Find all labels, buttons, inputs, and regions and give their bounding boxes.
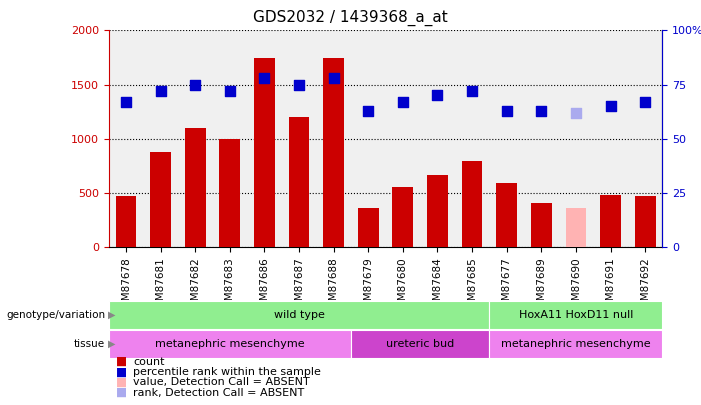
Bar xyxy=(393,187,414,247)
Point xyxy=(397,99,409,105)
Text: count: count xyxy=(133,357,165,367)
Bar xyxy=(219,139,240,247)
Text: genotype/variation: genotype/variation xyxy=(6,310,105,320)
Bar xyxy=(185,128,205,247)
Bar xyxy=(496,183,517,247)
Text: ▶: ▶ xyxy=(108,310,116,320)
Text: GDS2032 / 1439368_a_at: GDS2032 / 1439368_a_at xyxy=(253,10,448,26)
Point xyxy=(605,103,616,110)
Point xyxy=(328,75,339,81)
Point xyxy=(639,99,651,105)
Text: ureteric bud: ureteric bud xyxy=(386,339,454,349)
Bar xyxy=(531,203,552,247)
Text: ■: ■ xyxy=(116,366,127,379)
Point xyxy=(466,88,477,94)
Bar xyxy=(254,58,275,247)
Bar xyxy=(289,117,309,247)
Bar xyxy=(109,330,351,358)
Point xyxy=(189,81,200,88)
Point xyxy=(121,99,132,105)
Text: ▶: ▶ xyxy=(108,339,116,349)
Point xyxy=(294,81,305,88)
Text: percentile rank within the sample: percentile rank within the sample xyxy=(133,367,321,377)
Point xyxy=(362,107,374,114)
Text: metanephric mesenchyme: metanephric mesenchyme xyxy=(155,339,305,349)
Point xyxy=(536,107,547,114)
Text: wild type: wild type xyxy=(273,310,325,320)
Text: tissue: tissue xyxy=(74,339,105,349)
Bar xyxy=(109,301,489,329)
Text: value, Detection Call = ABSENT: value, Detection Call = ABSENT xyxy=(133,377,310,387)
Bar xyxy=(427,175,448,247)
Bar xyxy=(358,209,379,247)
Bar xyxy=(116,196,137,247)
Text: HoxA11 HoxD11 null: HoxA11 HoxD11 null xyxy=(519,310,633,320)
Point xyxy=(571,110,582,116)
Bar xyxy=(489,301,662,329)
Bar xyxy=(462,161,482,247)
Bar xyxy=(351,330,489,358)
Text: ■: ■ xyxy=(116,355,127,368)
Point xyxy=(155,88,166,94)
Text: rank, Detection Call = ABSENT: rank, Detection Call = ABSENT xyxy=(133,388,304,398)
Bar xyxy=(600,195,621,247)
Text: ■: ■ xyxy=(116,386,127,399)
Bar xyxy=(635,196,655,247)
Text: metanephric mesenchyme: metanephric mesenchyme xyxy=(501,339,651,349)
Point xyxy=(259,75,270,81)
Bar xyxy=(566,209,586,247)
Text: ■: ■ xyxy=(116,376,127,389)
Point xyxy=(432,92,443,99)
Point xyxy=(501,107,512,114)
Bar xyxy=(489,330,662,358)
Point xyxy=(224,88,236,94)
Bar xyxy=(323,58,344,247)
Bar xyxy=(150,152,171,247)
